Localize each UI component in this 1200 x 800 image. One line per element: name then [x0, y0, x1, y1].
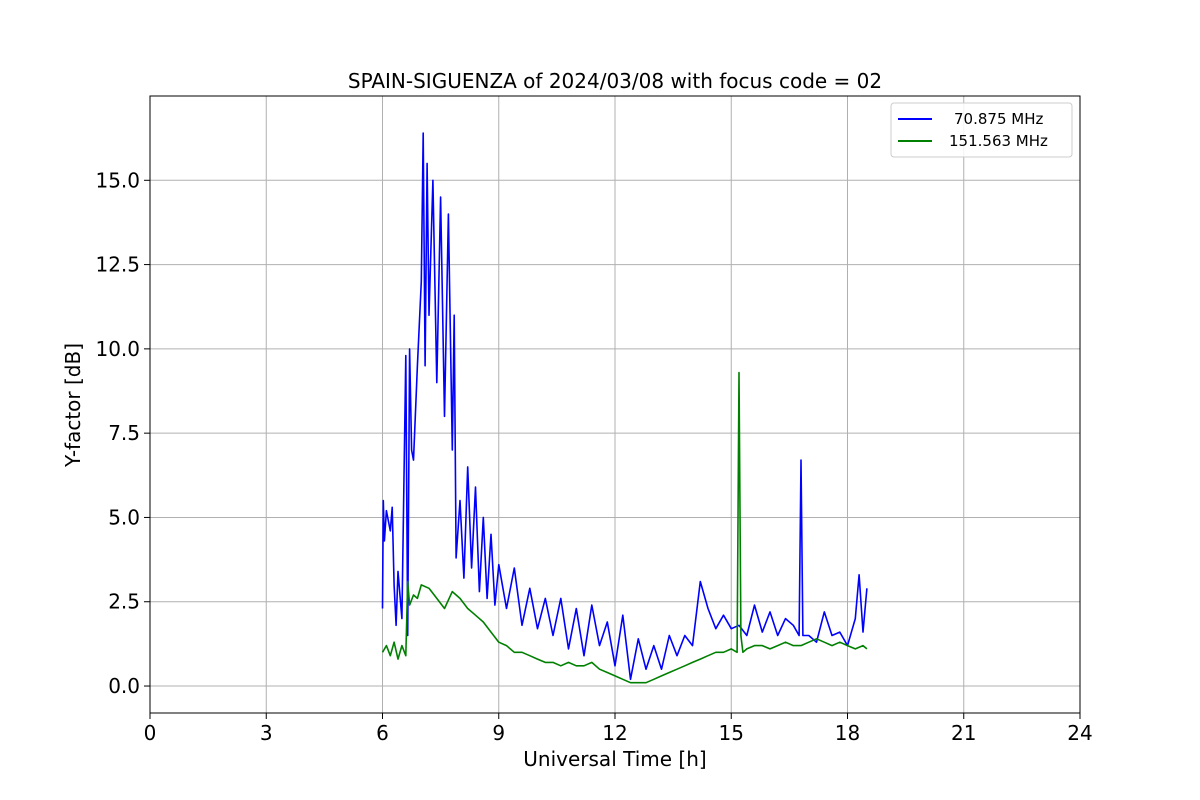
y-tick-label: 7.5 [108, 421, 140, 445]
y-tick-label: 0.0 [108, 674, 140, 698]
y-tick-label: 12.5 [95, 253, 140, 277]
y-tick-label: 15.0 [95, 168, 140, 192]
x-tick-label: 6 [376, 721, 389, 745]
y-axis-label: Y-factor [dB] [61, 343, 85, 468]
x-tick-label: 24 [1067, 721, 1092, 745]
series-line-1 [381, 371, 868, 684]
x-axis-label: Universal Time [h] [523, 747, 706, 771]
x-tick-label: 15 [719, 721, 744, 745]
x-tick-label: 21 [951, 721, 976, 745]
legend-label-70875: 70.875 MHz [954, 110, 1043, 128]
x-tick-label: 0 [144, 721, 157, 745]
y-tick-label: 5.0 [108, 505, 140, 529]
chart-title: SPAIN-SIGUENZA of 2024/03/08 with focus … [348, 69, 882, 93]
y-tick-label: 10.0 [95, 337, 140, 361]
legend-label-151563: 151.563 MHz [949, 132, 1048, 150]
y-axis: 0.0 2.5 5.0 7.5 10.0 12.5 15.0 [95, 168, 150, 698]
y-tick-label: 2.5 [108, 590, 140, 614]
x-axis: 0 3 6 9 12 15 18 21 24 [144, 713, 1093, 745]
x-tick-label: 18 [835, 721, 860, 745]
legend: 70.875 MHz 151.563 MHz [890, 102, 1073, 158]
series-line-0 [381, 132, 868, 681]
series-lines [381, 132, 868, 684]
legend-box [890, 102, 1073, 158]
grid [149, 96, 1081, 713]
x-tick-label: 12 [602, 721, 627, 745]
x-tick-label: 3 [260, 721, 273, 745]
x-tick-label: 9 [492, 721, 505, 745]
